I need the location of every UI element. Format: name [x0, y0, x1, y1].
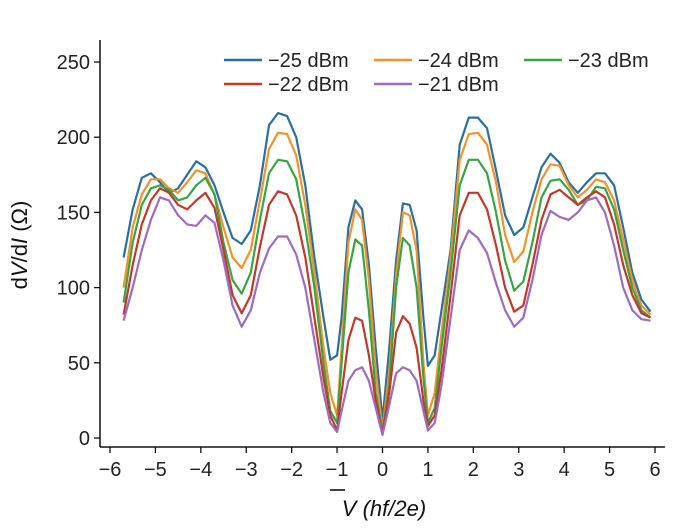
- legend-label: −22 dBm: [268, 74, 349, 96]
- legend-item: −22 dBm: [224, 74, 349, 96]
- legend-item: −25 dBm: [224, 50, 349, 72]
- x-axis-title: V (hf/2e): [342, 496, 426, 521]
- series-line: [122, 131, 652, 432]
- legend-item: −23 dBm: [524, 50, 649, 72]
- legend-label: −24 dBm: [418, 50, 499, 72]
- legend-label: −25 dBm: [268, 50, 349, 72]
- x-tick-label: 5: [604, 459, 615, 481]
- x-tick-label: −1: [326, 459, 349, 481]
- x-tick-label: 6: [649, 459, 660, 481]
- x-tick-label: 3: [513, 459, 524, 481]
- y-tick-label: 150: [57, 202, 90, 224]
- x-tick-label: 2: [468, 459, 479, 481]
- x-tick-label: −2: [280, 459, 303, 481]
- x-tick-label: −4: [189, 459, 212, 481]
- y-tick-label: 100: [57, 278, 90, 300]
- legend: −25 dBm −24 dBm −23 dBm −22 dBm −21 dBm: [224, 50, 649, 96]
- series-line: [122, 196, 651, 437]
- y-tick-label: 200: [57, 127, 90, 149]
- y-tick-label: 0: [79, 428, 90, 450]
- legend-label: −21 dBm: [418, 74, 499, 96]
- legend-item: −21 dBm: [374, 74, 499, 96]
- y-tick-label: 250: [57, 52, 90, 74]
- series-line: [122, 187, 651, 435]
- x-tick-label: 1: [422, 459, 433, 481]
- y-tick-label: 50: [68, 353, 90, 375]
- series-line: [122, 112, 652, 422]
- y-axis-ticks: 0 50 100 150 200 250: [57, 52, 100, 450]
- x-axis-ticks: −6 −5 −4 −3 −2 −1 0 1 2 3 4 5 6: [99, 447, 661, 481]
- legend-item: −24 dBm: [374, 50, 499, 72]
- x-tick-label: −5: [144, 459, 167, 481]
- x-tick-label: 0: [377, 459, 388, 481]
- x-tick-label: −6: [99, 459, 122, 481]
- x-tick-label: −3: [235, 459, 258, 481]
- x-tick-label: 4: [559, 459, 570, 481]
- legend-label: −23 dBm: [568, 50, 649, 72]
- plot-area-frame: [99, 40, 665, 448]
- series-lines: [122, 112, 652, 437]
- y-axis-title: dV/dI (Ω): [7, 201, 32, 290]
